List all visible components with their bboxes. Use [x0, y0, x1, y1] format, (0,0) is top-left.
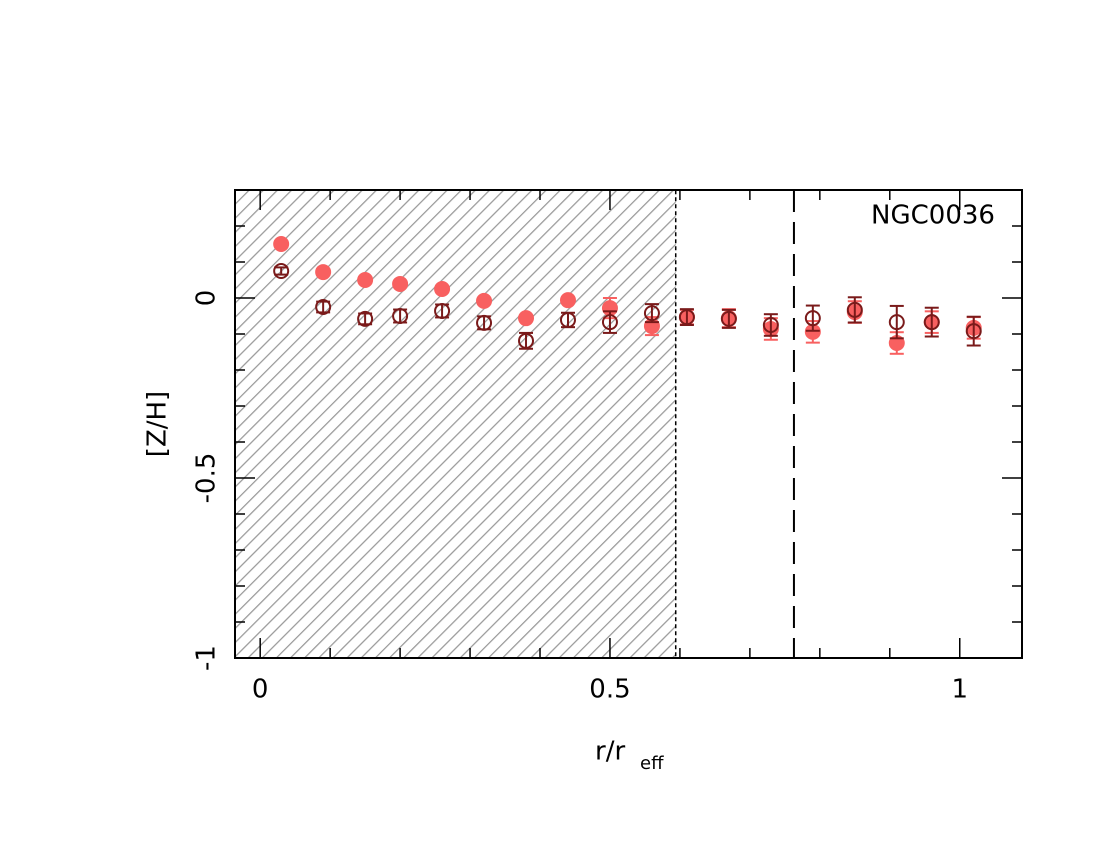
error-bar [966, 315, 981, 347]
point [923, 314, 940, 331]
y-axis-label: [Z/H] [143, 391, 173, 457]
point [434, 302, 451, 319]
point [357, 310, 374, 327]
point [273, 263, 290, 279]
point [762, 317, 779, 333]
error-bar [274, 266, 289, 276]
point [476, 314, 493, 331]
y-tick-label: -0.5 [192, 453, 222, 504]
x-axis-label-sub: eff [640, 753, 664, 774]
error-bar [847, 296, 862, 324]
point [601, 314, 618, 331]
x-tick-label: 0 [252, 675, 269, 705]
y-tick-label: -1 [192, 645, 222, 671]
error-bar [805, 304, 820, 332]
y-tick-label: 0 [192, 290, 222, 307]
point [434, 281, 451, 297]
point [273, 236, 290, 252]
point [392, 275, 409, 292]
point [357, 272, 374, 288]
point [846, 301, 863, 318]
annotation: NGC0036 [871, 201, 995, 231]
point [559, 292, 576, 309]
error-bar [889, 304, 904, 340]
point [678, 309, 695, 326]
point [965, 323, 982, 340]
point [888, 314, 905, 331]
point [559, 311, 576, 328]
plot-frame [234, 189, 1023, 659]
point [720, 310, 737, 327]
point [518, 310, 535, 327]
point [518, 332, 535, 349]
point [392, 308, 409, 324]
point [315, 264, 332, 281]
error-bar [924, 306, 939, 338]
x-axis-label: r/r [595, 737, 625, 767]
x-tick-label: 0.5 [589, 675, 630, 705]
point [315, 299, 332, 315]
point [643, 305, 660, 322]
x-tick-label: 1 [951, 675, 968, 705]
point [804, 310, 821, 327]
point [476, 292, 493, 309]
shaded-region [234, 189, 677, 659]
